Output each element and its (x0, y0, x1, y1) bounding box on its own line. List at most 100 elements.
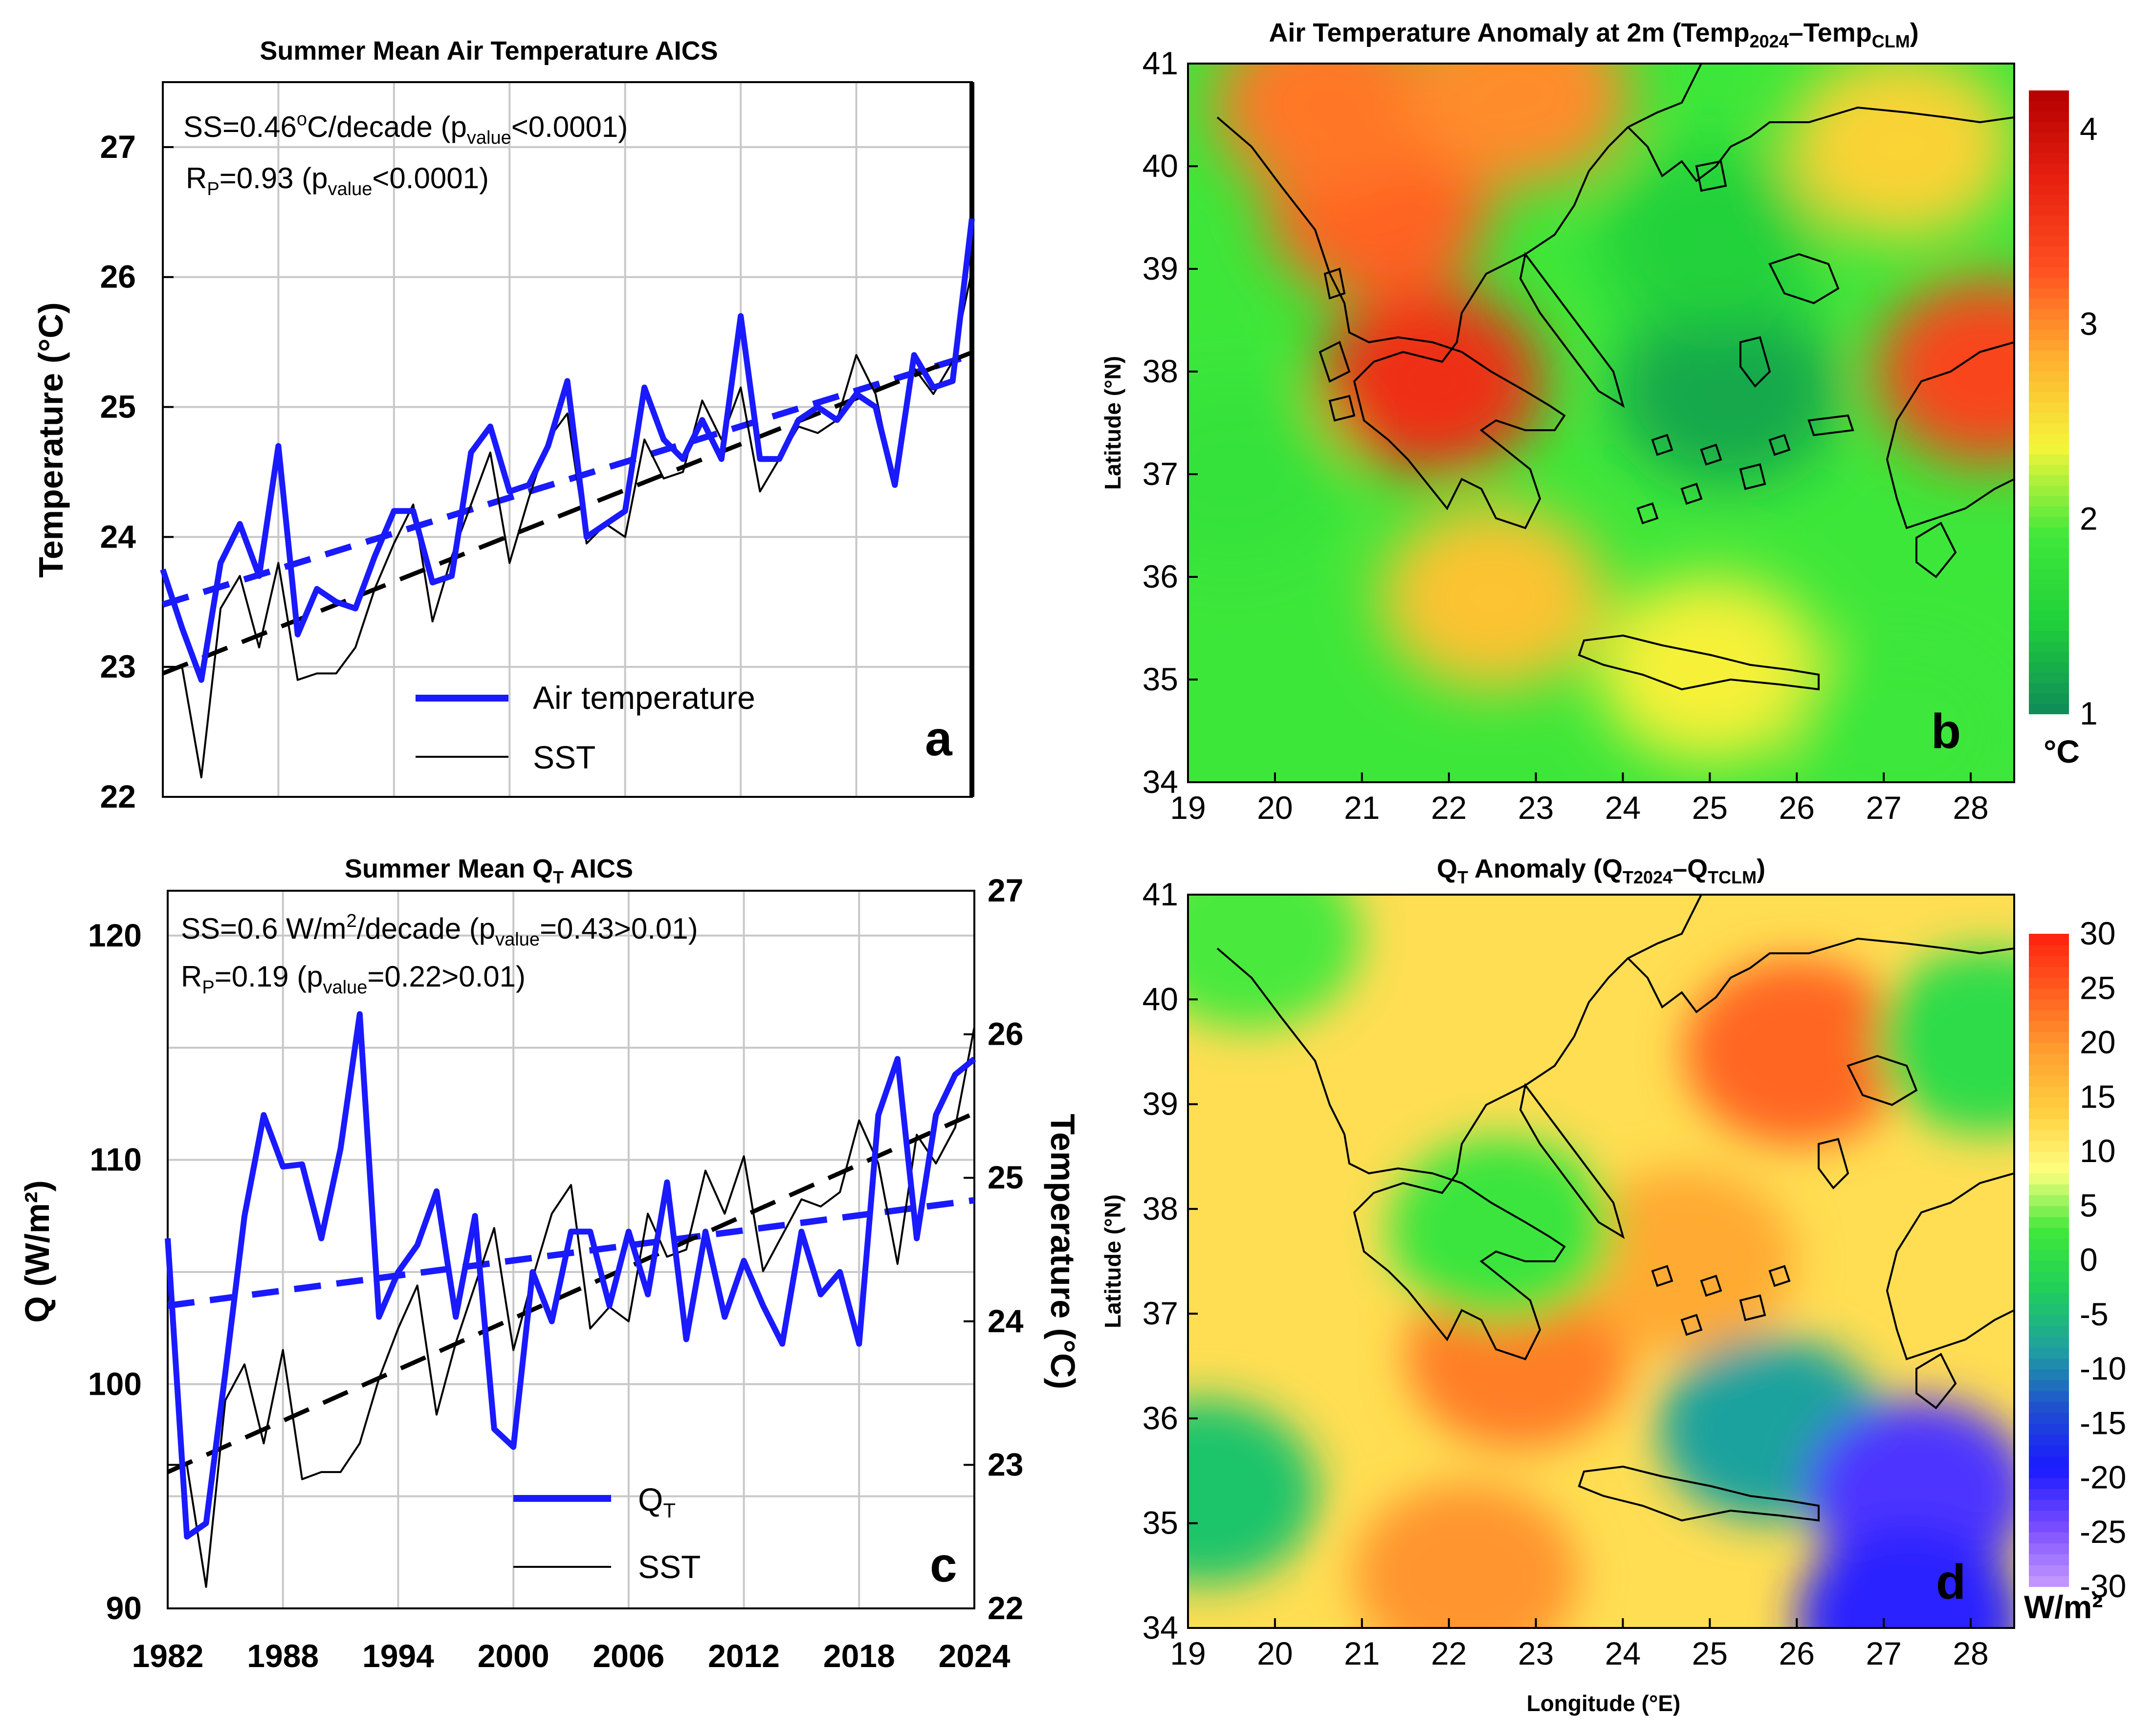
panel-d-letter: d (1936, 1555, 1966, 1609)
colorbar-tick-label: 20 (2080, 1024, 2115, 1060)
colorbar-segment (2029, 568, 2069, 579)
x-tick-label: 22 (1431, 790, 1467, 826)
x-tick-label: 21 (1344, 790, 1380, 826)
colorbar-segment (2029, 1086, 2069, 1098)
samos-coast (1807, 414, 1854, 437)
y2-tick-label: 25 (988, 1159, 1023, 1195)
y-tick-label: 36 (1143, 1400, 1178, 1436)
y-tick-label: 37 (1143, 456, 1178, 492)
colorbar-segment (2029, 527, 2069, 538)
panel-d-colorbar-unit: W/m² (2024, 1589, 2103, 1625)
halkidiki-coast-d (1627, 937, 2014, 1013)
colorbar-segment (2029, 1543, 2069, 1555)
y-tick-label: 40 (1143, 148, 1178, 184)
panel-c: Summer Mean QT AICS 90 100 110 120 22 23 24 25… (18, 854, 1082, 1674)
heatmap-blobs (1188, 895, 2014, 1628)
colorbar-segment (2029, 1140, 2069, 1152)
legend-label-sst: SST (533, 739, 595, 775)
colorbar-segment (2029, 1216, 2069, 1228)
colorbar-segment (2029, 988, 2069, 1000)
lemnos-coast (1695, 160, 1727, 192)
colorbar-tick-label: 2 (2080, 501, 2098, 537)
colorbar-segment (2029, 945, 2069, 956)
colorbar-segment (2029, 287, 2069, 299)
colorbar-segment (2029, 371, 2069, 382)
y-tick-label: 37 (1143, 1295, 1178, 1331)
colorbar-segment (2029, 1521, 2069, 1533)
x-tick-label: 2012 (708, 1638, 780, 1674)
y-tick-label: 36 (1143, 558, 1178, 594)
colorbar-segment (2029, 703, 2069, 714)
colorbar-segment (2029, 298, 2069, 309)
heatmap-cell (1797, 1524, 2014, 1628)
colorbar-segment (2029, 1445, 2069, 1456)
colorbar-segment (2029, 1532, 2069, 1543)
colorbar-segment (2029, 1075, 2069, 1087)
colorbar-segment (2029, 132, 2069, 143)
panel-b: Air Temperature Anomaly at 2m (Temp2024–… (1100, 18, 2098, 826)
colorbar-segment (2029, 121, 2069, 132)
panel-c-xticks: 1982 1988 1994 2000 2006 2012 2018 2024 (132, 1638, 1011, 1674)
heatmap-cell (1188, 895, 1362, 1030)
x-tick-label: 1988 (247, 1638, 319, 1674)
colorbar-tick-label: 30 (2080, 915, 2115, 951)
colorbar-segment (2029, 934, 2069, 945)
colorbar-tick-label: 5 (2080, 1187, 2098, 1223)
crete-coast-d (1578, 1465, 1820, 1522)
colorbar-segment (2029, 599, 2069, 611)
colorbar-segment (2029, 1423, 2069, 1435)
x-tick-label: 23 (1518, 790, 1554, 826)
y-tick-label: 39 (1143, 1086, 1178, 1122)
colorbar-segment (2029, 443, 2069, 455)
colorbar-segment (2029, 1358, 2069, 1369)
panel-d-colorbar: 30 25 20 15 10 5 0 -5 -10 -15 -20 -25 -30 (2029, 915, 2126, 1604)
series-line-q_t (165, 1011, 976, 1540)
legend-label-air-temperature: Air temperature (533, 680, 755, 716)
panel-a-y-axis-label: Temperature (°C) (32, 302, 70, 577)
panel-b-colorbar: 1 2 3 4 (2029, 90, 2098, 731)
panel-c-annotations: SS=0.6 W/m2/decade (pvalue=0.43>0.01) RP… (181, 911, 698, 998)
panel-d-xticks: 19 20 21 22 23 24 25 26 27 28 (1170, 1618, 1989, 1671)
y-tick-label: 90 (106, 1590, 142, 1626)
colorbar-segment (2029, 433, 2069, 444)
y-tick-label: 110 (90, 1142, 142, 1178)
colorbar-segment (2029, 1412, 2069, 1424)
y2-tick-label: 27 (988, 872, 1023, 908)
trend-line-sst (167, 1111, 975, 1474)
trend-line-air-temperature (162, 352, 973, 608)
colorbar-segment (2029, 1260, 2069, 1272)
y-tick-label: 34 (1143, 1609, 1178, 1646)
halkidiki-coast (1627, 106, 2014, 182)
x-tick-label: 21 (1344, 1635, 1380, 1671)
colorbar-segment (2029, 1184, 2069, 1195)
y2-tick-label: 22 (988, 1590, 1023, 1626)
series-line-air-temperature (160, 218, 975, 683)
heatmap-cell (1875, 948, 2014, 1134)
colorbar-segment (2029, 1129, 2069, 1141)
panel-d: QT Anomaly (QT2024–QTCLM) 19 20 21 22 23 24 25… (1100, 854, 2126, 1716)
heatmap-cell (1875, 279, 2014, 464)
y-tick-label: 38 (1143, 1190, 1178, 1227)
colorbar-segment (2029, 631, 2069, 642)
lesvos-coast (1768, 253, 1840, 305)
colorbar-segment (2029, 1575, 2069, 1587)
x-tick-label: 2000 (478, 1638, 550, 1674)
x-tick-label: 20 (1257, 1635, 1293, 1671)
panel-d-coastline (1216, 895, 2014, 1522)
legend-label-qt: QT (638, 1481, 676, 1522)
colorbar-segment (2029, 1119, 2069, 1130)
colorbar-segment (2029, 340, 2069, 351)
colorbar-segment (2029, 1162, 2069, 1174)
colorbar-segment (2029, 1064, 2069, 1076)
colorbar-segment (2029, 1380, 2069, 1391)
heatmap-cell (1380, 505, 1605, 690)
colorbar-segment (2029, 589, 2069, 600)
y-tick-label: 120 (88, 917, 142, 953)
y-tick-label: 25 (100, 389, 136, 425)
heatmap-cell (1614, 299, 1840, 485)
heatmap-cell (1788, 64, 2014, 239)
colorbar-segment (2029, 1227, 2069, 1239)
trend-line-q_t (167, 1197, 975, 1309)
colorbar-segment (2029, 1151, 2069, 1163)
